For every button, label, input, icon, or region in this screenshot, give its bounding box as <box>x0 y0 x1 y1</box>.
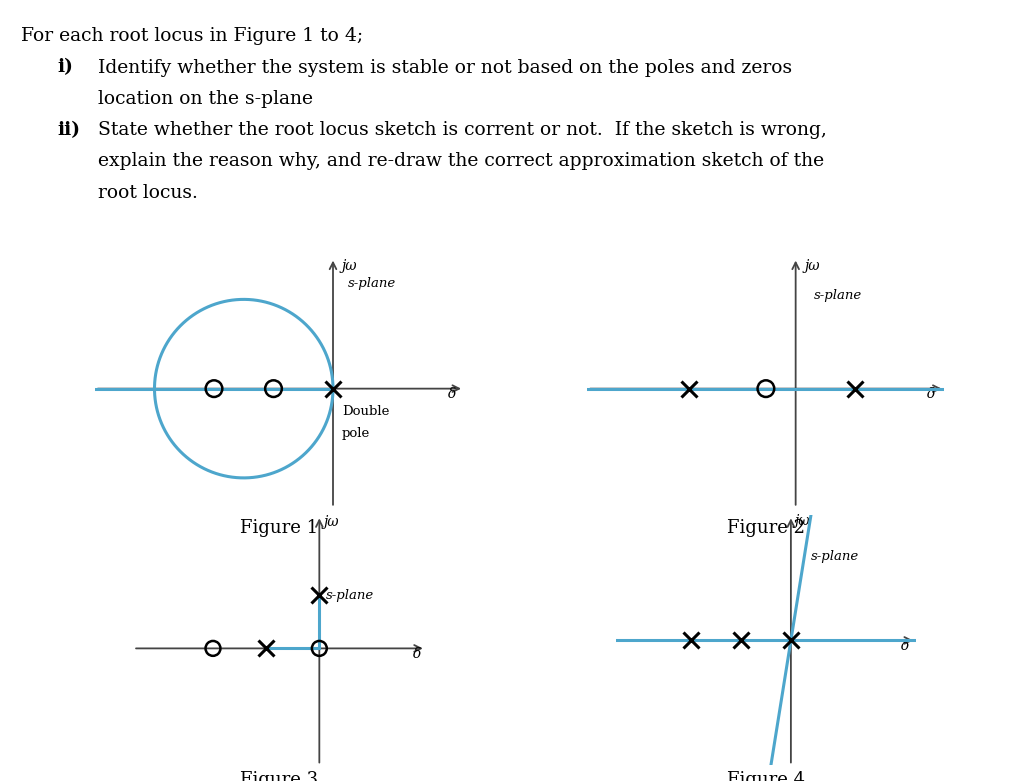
Text: Figure 1: Figure 1 <box>240 519 319 537</box>
Text: δ: δ <box>926 387 935 401</box>
Text: δ: δ <box>413 647 421 661</box>
Text: jω: jω <box>804 259 820 273</box>
Text: For each root locus in Figure 1 to 4;: For each root locus in Figure 1 to 4; <box>21 27 363 45</box>
Text: i): i) <box>57 59 72 77</box>
Text: jω: jω <box>795 515 810 529</box>
Text: Double: Double <box>342 405 389 419</box>
Text: jω: jω <box>324 515 339 529</box>
Text: ii): ii) <box>57 121 80 139</box>
Text: s-plane: s-plane <box>814 290 862 302</box>
Text: location on the s-plane: location on the s-plane <box>98 90 314 108</box>
Text: State whether the root locus sketch is corrent or not.  If the sketch is wrong,: State whether the root locus sketch is c… <box>98 121 827 139</box>
Text: δ: δ <box>448 387 456 401</box>
Text: Figure 2: Figure 2 <box>727 519 805 537</box>
Text: s-plane: s-plane <box>326 589 374 601</box>
Text: jω: jω <box>342 259 357 273</box>
Text: root locus.: root locus. <box>98 184 198 201</box>
Text: s-plane: s-plane <box>810 551 859 563</box>
Text: Figure 3: Figure 3 <box>240 772 319 781</box>
Text: pole: pole <box>342 427 371 440</box>
Text: s-plane: s-plane <box>348 277 396 291</box>
Text: explain the reason why, and re-draw the correct approximation sketch of the: explain the reason why, and re-draw the … <box>98 152 825 170</box>
Text: Identify whether the system is stable or not based on the poles and zeros: Identify whether the system is stable or… <box>98 59 793 77</box>
Text: δ: δ <box>900 640 909 654</box>
Text: Figure 4: Figure 4 <box>727 772 805 781</box>
